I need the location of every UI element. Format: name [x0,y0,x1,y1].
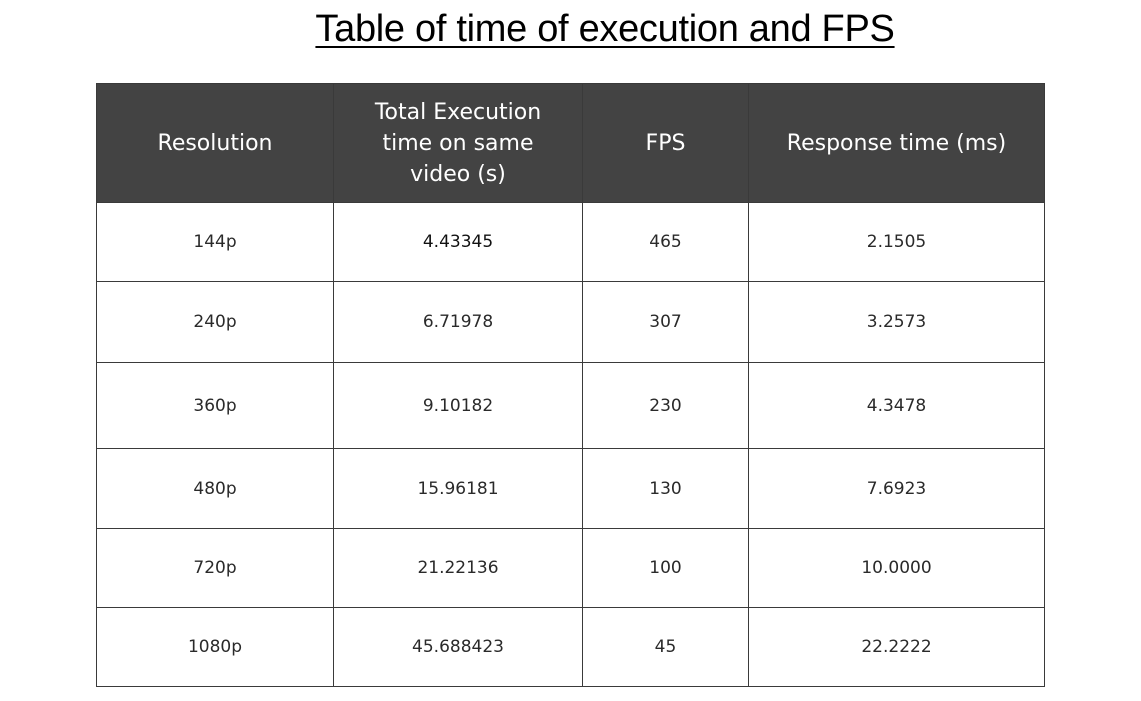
header-row: Resolution Total Execution time on same … [96,83,1045,203]
cell-execution-time: 4.43345 [333,202,583,282]
cell-resolution: 144p [96,202,334,282]
cell-response-time: 22.2222 [748,607,1045,687]
page-title: Table of time of execution and FPS [315,8,895,50]
cell-response-time: 4.3478 [748,362,1045,449]
cell-resolution: 360p [96,362,334,449]
cell-fps: 130 [582,448,749,529]
table-row: 480p 15.96181 130 7.6923 [96,448,1045,529]
cell-resolution: 240p [96,281,334,363]
cell-execution-time: 45.688423 [333,607,583,687]
cell-response-time: 10.0000 [748,528,1045,608]
cell-response-time: 3.2573 [748,281,1045,363]
cell-execution-time: 15.96181 [333,448,583,529]
cell-fps: 230 [582,362,749,449]
cell-resolution: 480p [96,448,334,529]
cell-fps: 465 [582,202,749,282]
cell-fps: 45 [582,607,749,687]
table-row: 240p 6.71978 307 3.2573 [96,281,1045,363]
table-row: 144p 4.43345 465 2.1505 [96,202,1045,282]
cell-execution-time: 9.10182 [333,362,583,449]
cell-response-time: 2.1505 [748,202,1045,282]
header-response-time: Response time (ms) [748,83,1045,203]
table-row: 1080p 45.688423 45 22.2222 [96,607,1045,687]
header-fps: FPS [582,83,749,203]
data-table: Resolution Total Execution time on same … [96,83,1045,687]
cell-fps: 100 [582,528,749,608]
table-row: 360p 9.10182 230 4.3478 [96,362,1045,449]
cell-execution-time: 21.22136 [333,528,583,608]
header-total-execution-time: Total Execution time on same video (s) [333,83,583,203]
cell-fps: 307 [582,281,749,363]
cell-resolution: 1080p [96,607,334,687]
cell-resolution: 720p [96,528,334,608]
cell-execution-time: 6.71978 [333,281,583,363]
header-resolution: Resolution [96,83,334,203]
cell-response-time: 7.6923 [748,448,1045,529]
table-row: 720p 21.22136 100 10.0000 [96,528,1045,608]
